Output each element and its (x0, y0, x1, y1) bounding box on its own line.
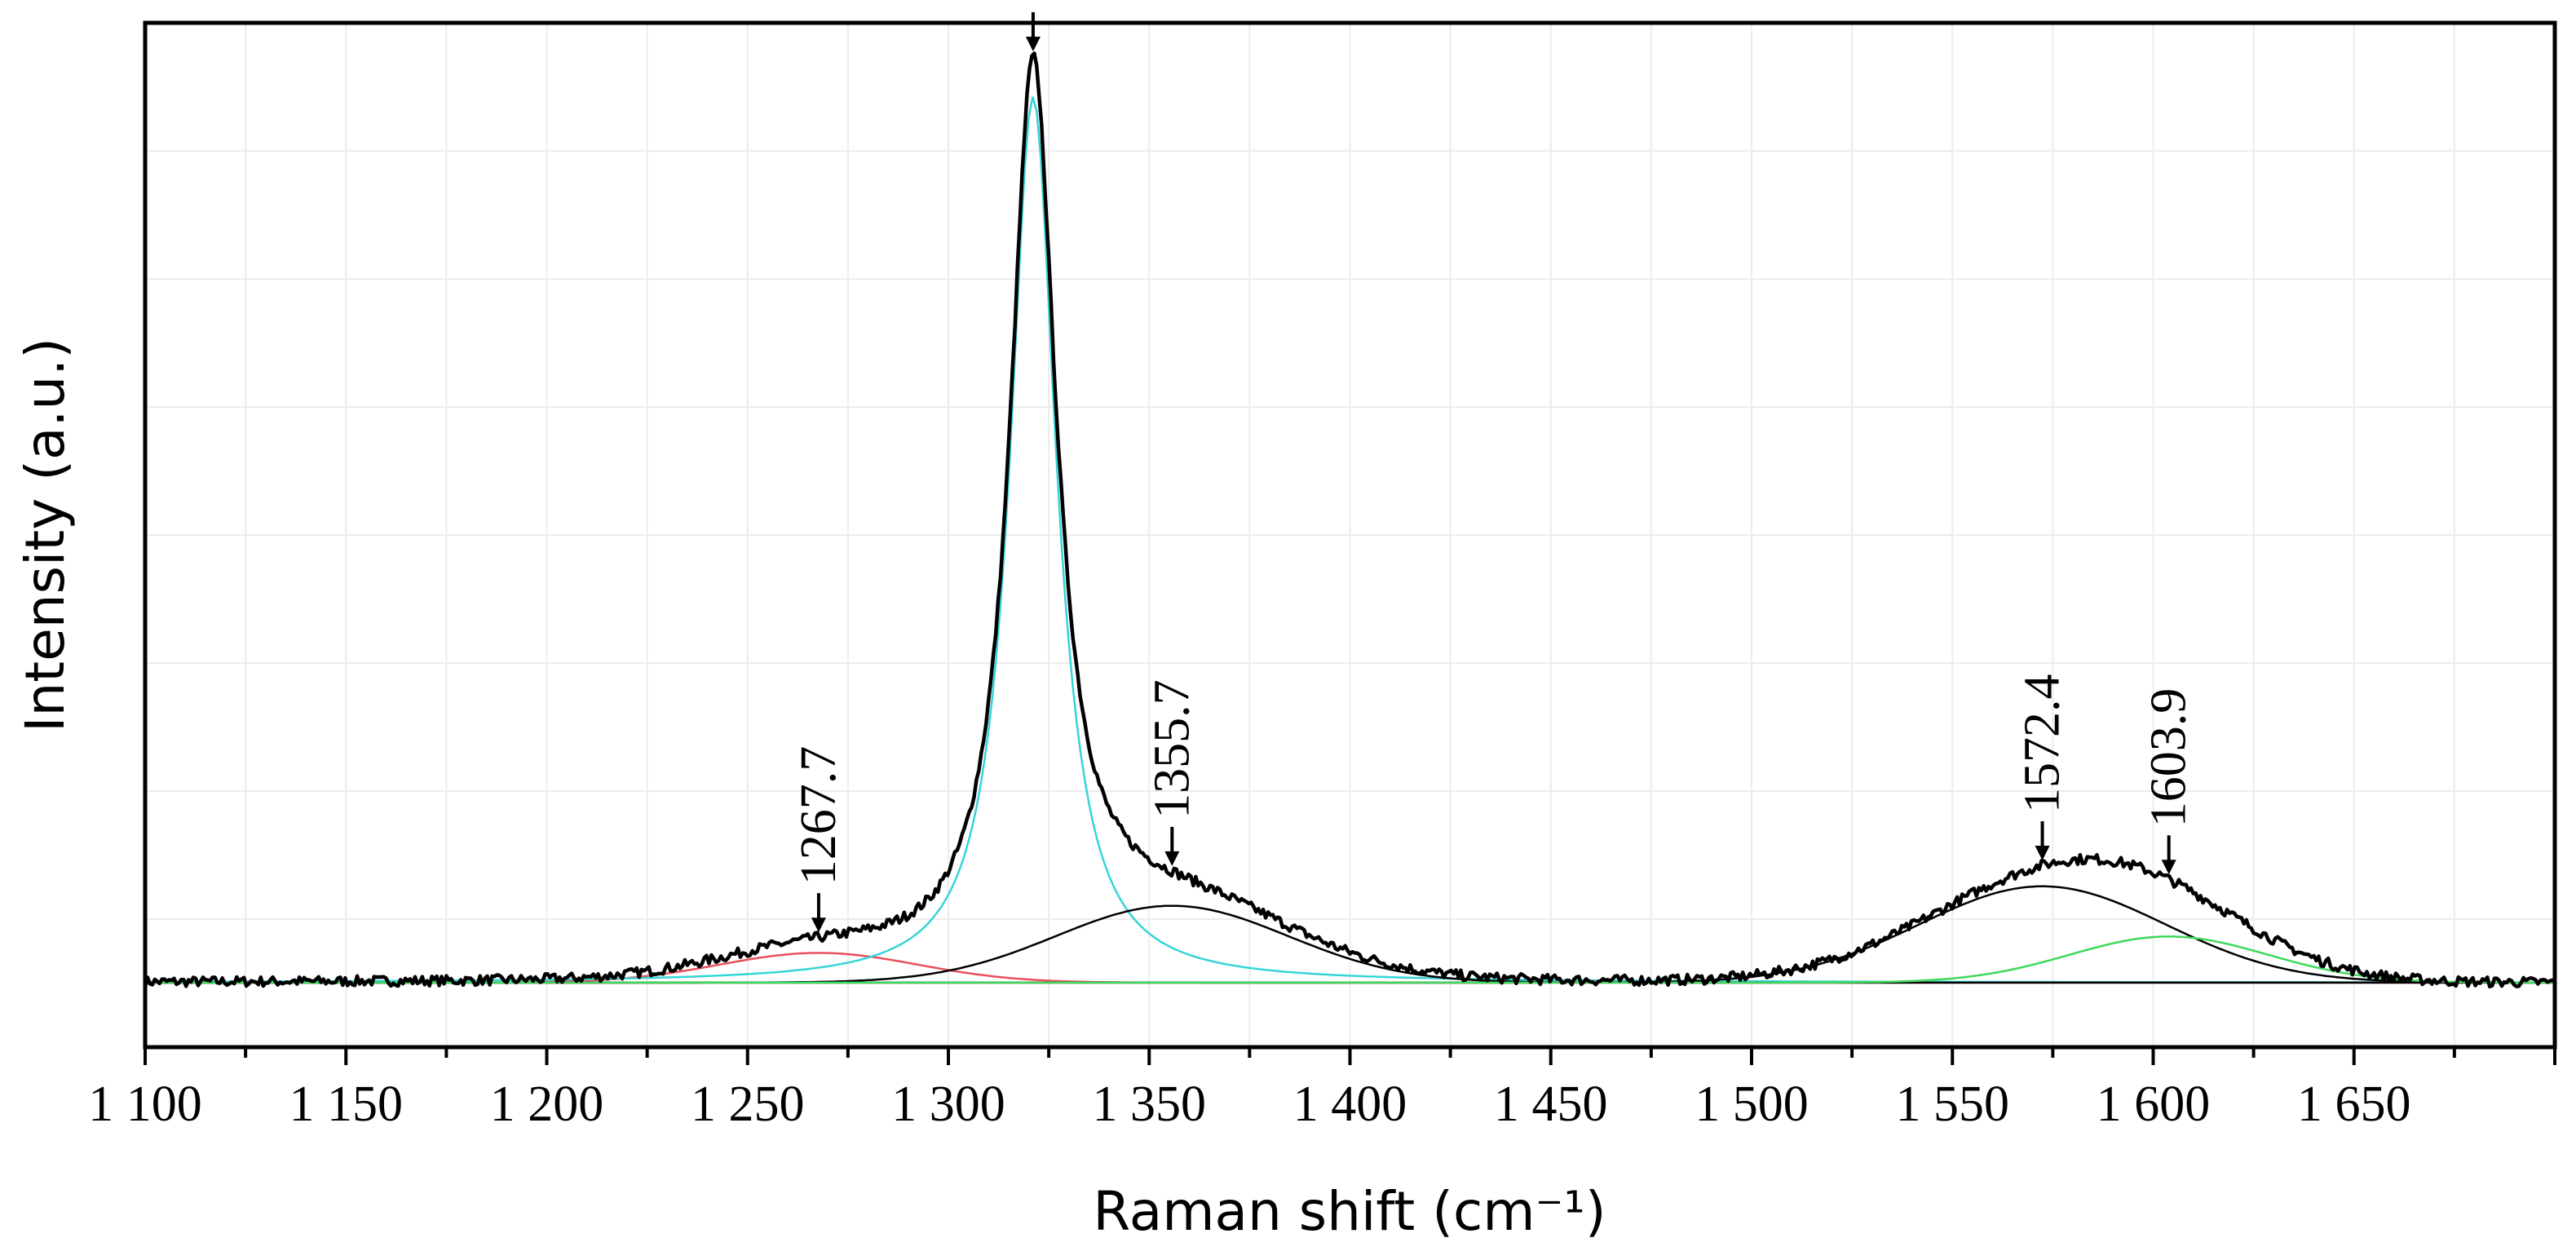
series-fit-component (145, 935, 2555, 984)
x-tick-label: 1 200 (490, 1077, 604, 1132)
peak-arrow-head (2035, 846, 2050, 861)
peak-arrow-head (2161, 860, 2176, 875)
x-tick-label: 1 600 (2097, 1077, 2211, 1132)
x-axis-title: Raman shift (cm⁻¹) (1093, 1180, 1606, 1243)
peak-arrow-head (1164, 851, 1180, 866)
spectrum-series (143, 51, 2556, 989)
x-tick-label: 1 400 (1293, 1077, 1407, 1132)
x-tick-label: 1 650 (2297, 1077, 2411, 1132)
x-tick-label: 1 300 (891, 1077, 1005, 1132)
peak-label: 1355.7 (1144, 679, 1200, 819)
peak-arrow-head (811, 917, 826, 933)
x-tick-label: 1 250 (691, 1077, 805, 1132)
peak-arrow-head (1025, 37, 1041, 52)
peak-label: 1572.4 (2015, 674, 2070, 814)
x-tick-label: 1 500 (1695, 1077, 1809, 1132)
x-tick-label: 1 150 (289, 1077, 404, 1132)
peak-annotations: 1267.7 1321.1 1355.7 1572.4 1603.9 (791, 0, 2197, 933)
x-tick-label: 1 100 (88, 1077, 202, 1132)
series-measured-spectrum (143, 51, 2556, 989)
x-tick-label: 1 450 (1494, 1077, 1608, 1132)
x-axis: 1 100 1 150 1 200 1 250 1 300 1 350 1 400 1 450… (88, 1047, 2556, 1132)
peak-label: 1267.7 (791, 746, 846, 886)
y-axis-title: Intensity (a.u.) (14, 338, 77, 732)
x-tick-label: 1 350 (1093, 1077, 1207, 1132)
peak-label: 1603.9 (2141, 688, 2197, 828)
peak-label: 1321.1 (1005, 0, 1061, 4)
x-tick-label: 1 550 (1896, 1077, 2010, 1132)
